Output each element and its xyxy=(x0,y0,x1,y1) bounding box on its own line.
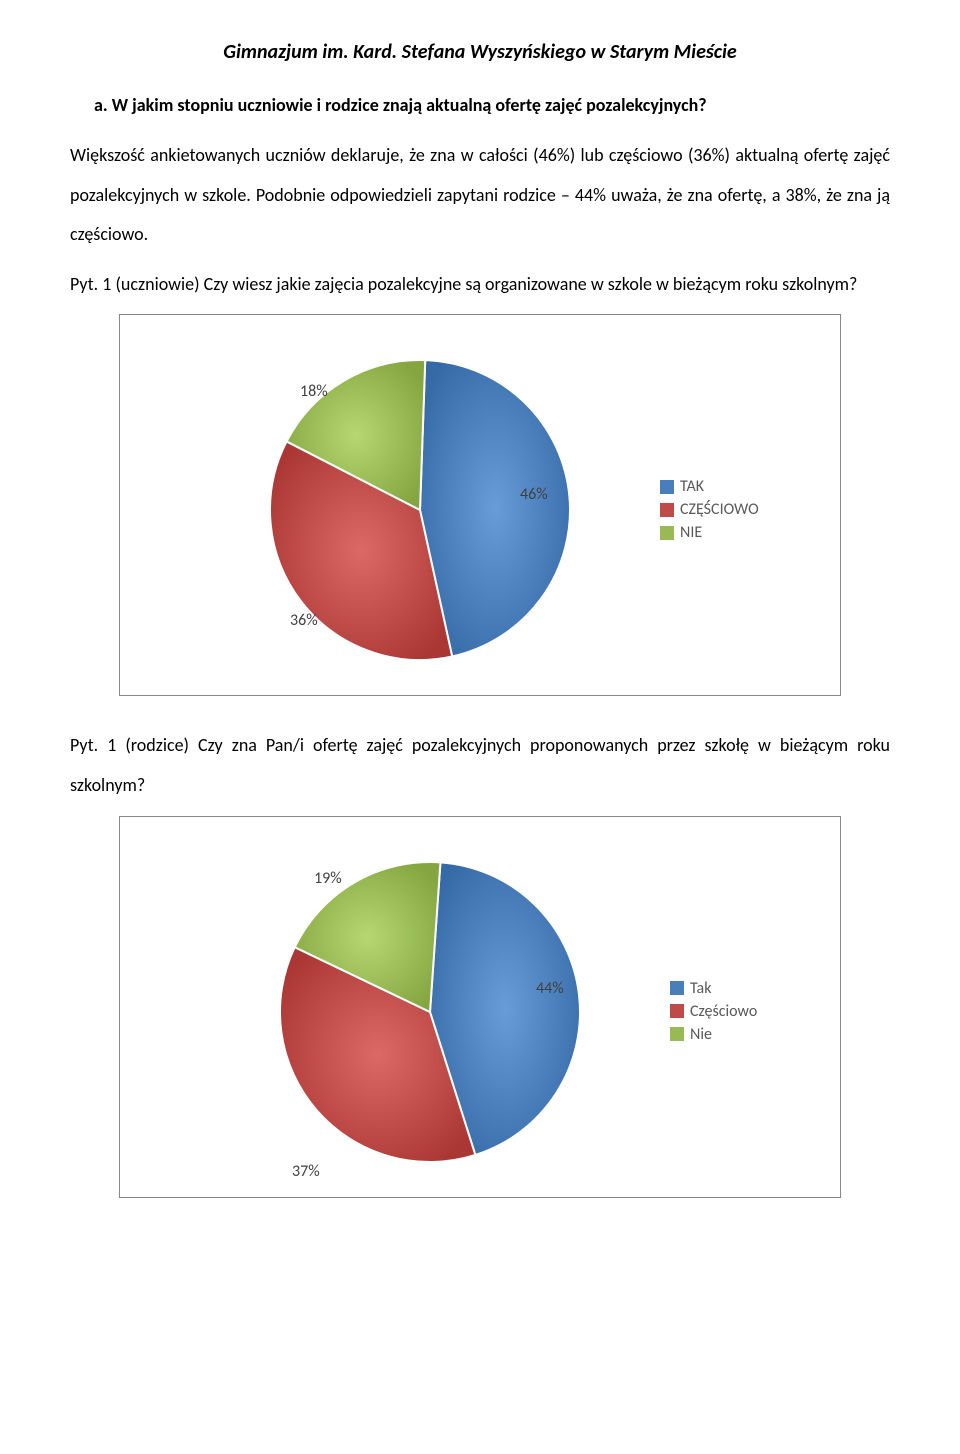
legend-item: Nie xyxy=(670,1025,757,1044)
pie-slice-label: 46% xyxy=(520,485,548,504)
chart-legend: TAK CZĘŚCIOWO NIE xyxy=(660,477,759,546)
chart1-lead: Pyt. 1 (uczniowie) Czy wiesz jakie zajęc… xyxy=(70,265,890,305)
legend-swatch xyxy=(660,526,674,540)
pie-slice-label: 44% xyxy=(536,979,564,998)
legend-swatch xyxy=(670,1027,684,1041)
chart-legend: Tak Częściowo Nie xyxy=(670,979,757,1048)
legend-label: Częściowo xyxy=(690,1002,757,1021)
legend-item: Tak xyxy=(670,979,757,998)
pie-slice-label: 18% xyxy=(300,382,328,401)
legend-label: TAK xyxy=(680,477,704,496)
legend-item: CZĘŚCIOWO xyxy=(660,500,759,519)
legend-item: NIE xyxy=(660,523,759,542)
legend-swatch xyxy=(670,981,684,995)
page-header-title: Gimnazjum im. Kard. Stefana Wyszyńskiego… xyxy=(70,40,890,64)
legend-label: Tak xyxy=(690,979,711,998)
legend-label: Nie xyxy=(690,1025,712,1044)
chart2-lead: Pyt. 1 (rodzice) Czy zna Pan/i ofertę za… xyxy=(70,726,890,805)
legend-swatch xyxy=(670,1004,684,1018)
legend-item: TAK xyxy=(660,477,759,496)
chart1-container: 46% 36% 18% TAK CZĘŚCIOWO NIE xyxy=(119,314,841,696)
legend-swatch xyxy=(660,503,674,517)
legend-swatch xyxy=(660,480,674,494)
legend-label: CZĘŚCIOWO xyxy=(680,500,759,519)
body-paragraph: Większość ankietowanych uczniów deklaruj… xyxy=(70,136,890,255)
pie-slice-label: 36% xyxy=(290,611,318,630)
legend-label: NIE xyxy=(680,523,702,542)
chart2-container: 44% 19% 37% Tak Częściowo Nie xyxy=(119,816,841,1198)
pie-slice-label: 19% xyxy=(314,869,342,888)
question-heading: a. W jakim stopniu uczniowie i rodzice z… xyxy=(70,94,890,116)
legend-item: Częściowo xyxy=(670,1002,757,1021)
pie-slice-label: 37% xyxy=(292,1162,320,1181)
